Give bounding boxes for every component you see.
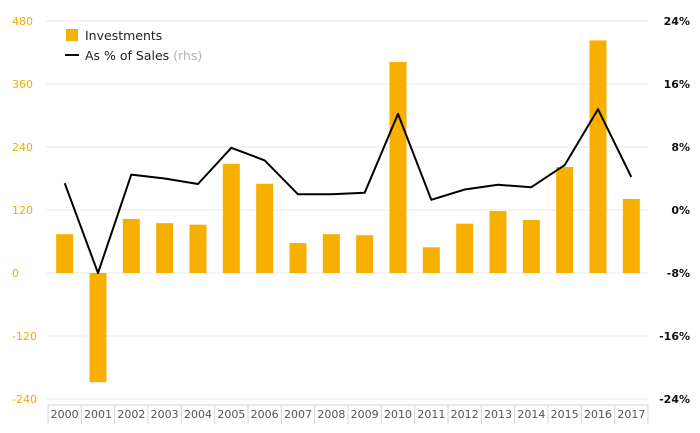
legend-label-sales-ratio-name: As % of Sales (85, 48, 169, 63)
legend-swatch-investments (66, 29, 78, 41)
x-tick-label: 2005 (217, 408, 245, 421)
x-axis: 2000 2001 2002 2003 2004 2005 2006 2007 2008 2009… (47, 404, 649, 424)
bar-investments (489, 211, 507, 273)
legend-label-investments: Investments (85, 28, 162, 43)
bar-investments (122, 218, 140, 273)
bar-investments (456, 223, 474, 273)
bar-investments (222, 163, 240, 273)
right-tick-label: 16% (664, 78, 690, 91)
x-tick-label: 2000 (51, 408, 79, 421)
legend-label-sales-ratio-suffix: (rhs) (173, 48, 202, 63)
right-tick-label: -8% (667, 267, 690, 280)
x-tick-label: 2012 (451, 408, 479, 421)
line-sales-ratio (63, 108, 633, 274)
bar-investments (156, 223, 174, 273)
x-tick-label: 2009 (351, 408, 379, 421)
bar-investments (256, 183, 274, 273)
left-tick-label: 0 (12, 267, 19, 280)
left-tick-label: -120 (12, 330, 37, 343)
x-tick-label: 2016 (584, 408, 612, 421)
x-tick-label: 2017 (617, 408, 645, 421)
bar-investments (89, 273, 107, 383)
x-tick-label: 2015 (551, 408, 579, 421)
bar-investments (589, 40, 607, 273)
left-tick-label: -240 (12, 393, 37, 406)
x-tick-label: 2013 (484, 408, 512, 421)
right-tick-label: 24% (664, 15, 690, 28)
bar-investments (56, 234, 74, 273)
bar-investments (556, 166, 574, 273)
right-tick-label: 8% (671, 141, 690, 154)
right-y-axis: 24% 16% 8% 0% -8% -16% -24% (659, 15, 690, 406)
bar-investments (289, 243, 307, 273)
right-tick-label: -24% (659, 393, 690, 406)
bar-investments (422, 247, 440, 273)
x-tick-label: 2004 (184, 408, 212, 421)
sales-ratio-line (63, 108, 633, 274)
bar-investments (322, 234, 340, 273)
bar-investments (622, 198, 640, 273)
x-tick-label: 2007 (284, 408, 312, 421)
legend-label-sales-ratio: As % of Sales (rhs) (85, 48, 202, 63)
investment-bars (56, 40, 640, 383)
right-tick-label: 0% (671, 204, 690, 217)
x-tick-label: 2002 (117, 408, 145, 421)
bar-investments (189, 224, 207, 273)
x-tick-label: 2003 (151, 408, 179, 421)
gridlines (46, 20, 648, 400)
bar-investments (356, 235, 374, 273)
right-tick-label: -16% (659, 330, 690, 343)
bar-investments (389, 61, 407, 274)
left-tick-label: 360 (12, 78, 33, 91)
bar-investments (522, 219, 540, 273)
left-tick-label: 120 (12, 204, 33, 217)
x-tick-label: 2011 (417, 408, 445, 421)
x-tick-label: 2006 (251, 408, 279, 421)
left-tick-label: 240 (12, 141, 33, 154)
legend: Investments As % of Sales (rhs) (65, 28, 202, 63)
x-tick-label: 2014 (517, 408, 545, 421)
left-y-axis: 480 360 240 120 0 -120 -240 (12, 15, 37, 406)
left-tick-label: 480 (12, 15, 33, 28)
x-tick-label: 2010 (384, 408, 412, 421)
x-tick-label: 2008 (317, 408, 345, 421)
x-tick-label: 2001 (84, 408, 112, 421)
